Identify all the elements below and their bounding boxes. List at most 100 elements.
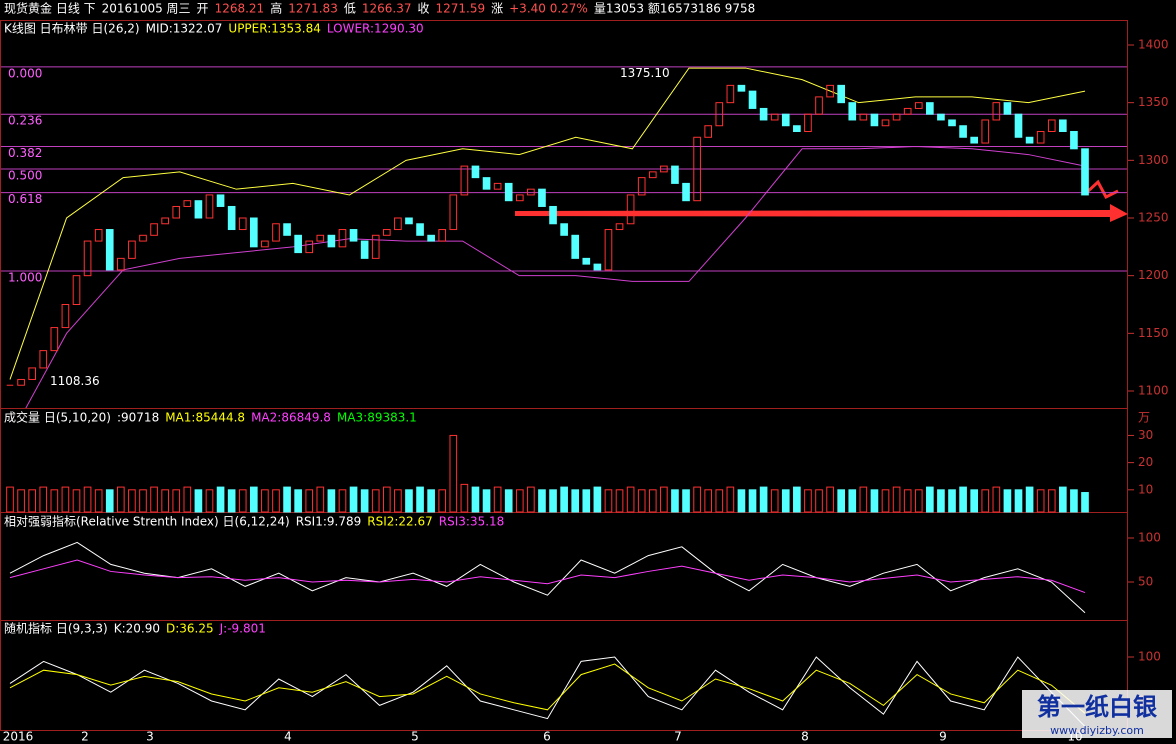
candle	[538, 188, 546, 207]
volume-bar	[382, 486, 391, 513]
candle	[937, 113, 945, 121]
volume-bar	[161, 489, 169, 513]
volume-bar	[139, 489, 147, 513]
volume-bar	[261, 489, 269, 513]
candle	[903, 107, 912, 115]
candle	[1003, 102, 1012, 115]
rsi-line	[9, 541, 1086, 614]
y-tick-label: 30	[1138, 428, 1153, 442]
volume-bar	[283, 486, 291, 513]
candle	[139, 234, 147, 242]
volume-bar	[272, 489, 280, 513]
y-tick-label: 10	[1138, 482, 1153, 496]
legend-text: 1268.21	[215, 2, 265, 16]
volume-bar	[50, 489, 59, 513]
candle	[94, 229, 103, 242]
volume-bar	[549, 489, 557, 513]
legend-text: 高	[270, 1, 282, 16]
volume-bar	[39, 486, 48, 513]
candle	[1070, 131, 1078, 150]
volume-bar	[482, 489, 491, 513]
candle	[238, 217, 247, 231]
volume-bar	[848, 489, 857, 513]
volume-bar	[892, 486, 901, 513]
candle	[416, 223, 424, 236]
fib-label: 0.500	[8, 168, 42, 182]
candle	[759, 107, 768, 121]
volume-bar	[238, 489, 247, 513]
legend-text: D:36.25	[166, 622, 214, 636]
watermark-url: www.diyizby.com	[1050, 724, 1144, 737]
volume-bar	[1003, 489, 1012, 513]
candle	[959, 125, 967, 138]
legend-text: RSI2:22.67	[367, 515, 433, 529]
legend-text: 1271.83	[288, 2, 338, 16]
y-tick-label: 100	[1138, 650, 1161, 664]
candle	[704, 125, 713, 138]
candle	[1036, 131, 1045, 144]
candle	[227, 205, 236, 231]
volume-bar	[615, 489, 624, 513]
volume-bar	[859, 486, 868, 513]
candle	[349, 229, 358, 242]
rsi-line	[9, 559, 1086, 594]
legend-text: 现货黄金 日线 下	[4, 1, 96, 16]
volume-bar	[671, 489, 679, 513]
price-annotation: 1108.36	[50, 374, 100, 388]
legend-text: 量13053 额16573186 9758	[594, 2, 755, 16]
y-tick-label: 1300	[1138, 153, 1169, 167]
volume-bar	[870, 489, 879, 513]
candle	[172, 205, 181, 219]
legend-text: MA2:86849.8	[251, 411, 331, 425]
candle	[1081, 148, 1089, 196]
candle	[316, 234, 325, 242]
volume-bar	[593, 486, 602, 513]
volume-bar	[970, 489, 979, 513]
candle	[405, 217, 413, 225]
fib-label: 1.000	[8, 271, 42, 285]
volume-bar	[948, 489, 956, 513]
volume-bar	[604, 489, 613, 513]
volume-bar	[626, 486, 635, 513]
candle	[815, 96, 823, 115]
candle	[604, 229, 613, 271]
volume-bar	[72, 489, 81, 513]
candle	[781, 113, 790, 127]
volume-bar	[1014, 489, 1023, 513]
y-tick-label: 1350	[1138, 95, 1169, 109]
y-tick-label: 20	[1138, 455, 1153, 469]
bollinger-upper	[9, 67, 1086, 380]
y-tick-label: 1200	[1138, 268, 1169, 282]
volume-bar	[937, 489, 945, 513]
legend-text: 20161005 周三	[102, 2, 191, 16]
volume-bar	[94, 489, 103, 513]
legend-text: LOWER:1290.30	[327, 22, 424, 36]
legend-text: 开	[197, 2, 209, 16]
volume-bar	[327, 489, 336, 513]
candle	[560, 223, 568, 236]
date-label: 2	[81, 730, 89, 744]
candle	[837, 84, 846, 104]
candle	[50, 327, 59, 352]
candle	[504, 182, 513, 202]
candle	[205, 194, 214, 219]
candle	[371, 234, 380, 259]
volume-bar	[172, 489, 181, 513]
candle	[249, 217, 258, 248]
candle	[715, 102, 724, 127]
candle	[17, 378, 25, 386]
candle	[294, 234, 302, 254]
candle	[272, 223, 280, 242]
candle	[804, 113, 812, 132]
candle	[737, 84, 746, 92]
date-label: 3	[146, 730, 154, 744]
volume-bar	[804, 489, 812, 513]
volume-bar	[1047, 489, 1056, 513]
volume-bar	[1036, 489, 1045, 513]
candle	[39, 350, 48, 369]
volume-bar	[438, 489, 447, 513]
candle	[1014, 113, 1023, 138]
legend-text: :90718	[117, 411, 159, 425]
date-label: 9	[939, 730, 947, 744]
price-annotation: 1375.10	[620, 66, 670, 80]
